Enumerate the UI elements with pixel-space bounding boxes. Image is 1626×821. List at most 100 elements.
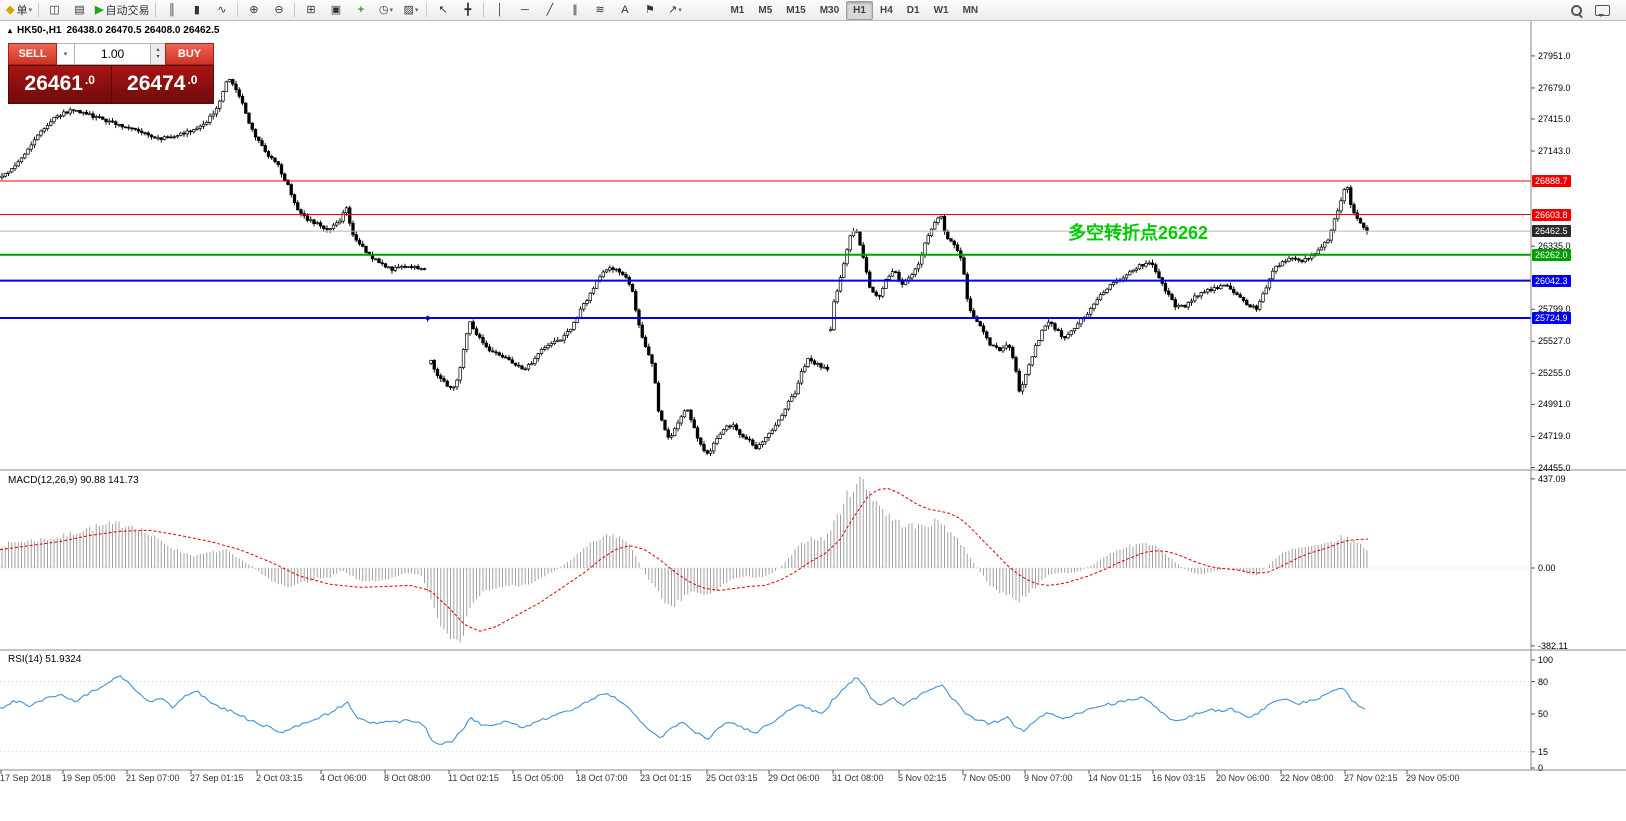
- toolbar-divider: [483, 3, 485, 17]
- toolbar: ◆ 单 ▾ ◫ ▤ ▶ 自动交易 ║ ▮ ∿ ⊕ ⊖ ⊞ ▣ + ◷ ▾ ▨ ▾ ↖ ╋ │ ─ ╱ ∥ ≋ A ⚑ ↗ ▾ M1 M5 M15…: [0, 0, 1626, 21]
- buy-price-frac: .0: [187, 73, 198, 87]
- lot-size-value: 1.00: [100, 47, 125, 61]
- periods-icon: ◷: [378, 3, 389, 16]
- candlestick-chart-button[interactable]: ▮: [184, 0, 209, 20]
- buy-price-value: 26474: [127, 72, 186, 95]
- bar-chart-button[interactable]: ║: [159, 0, 184, 20]
- arrows-button[interactable]: ↗ ▾: [662, 0, 687, 20]
- cursor-icon: ↖: [438, 3, 448, 16]
- chevron-down-icon: ▾: [678, 7, 682, 14]
- trade-panel-controls: SELL ▾ 1.00 ▴ ▾ BUY: [8, 43, 214, 65]
- toolbar-divider: [237, 3, 239, 17]
- trendline-icon: ╱: [546, 3, 554, 16]
- fibonacci-icon: ≋: [595, 3, 605, 16]
- chevron-down-icon: ▾: [414, 7, 419, 14]
- horizontal-line-icon: ─: [521, 3, 529, 16]
- sell-price-frac: .0: [84, 73, 95, 87]
- chevron-down-icon: ▾: [63, 51, 68, 58]
- cursor-button[interactable]: ↖: [430, 0, 455, 20]
- new-order-button[interactable]: ◆ 单 ▾: [3, 0, 35, 20]
- search-icon[interactable]: [1570, 4, 1583, 17]
- one-click-trading-panel: SELL ▾ 1.00 ▴ ▾ BUY 26461.0 26474.0: [8, 43, 214, 104]
- new-chart-icon: ◫: [49, 3, 60, 16]
- channel-button[interactable]: ∥: [562, 0, 587, 20]
- chevron-down-icon: ▾: [28, 7, 32, 14]
- chevron-up-icon: ▴: [156, 47, 160, 54]
- fibonacci-button[interactable]: ≋: [587, 0, 612, 20]
- lot-size-input[interactable]: 1.00: [75, 43, 151, 65]
- new-chart-button[interactable]: ◫: [42, 0, 67, 20]
- timeframe-w1[interactable]: W1: [933, 4, 949, 16]
- templates-button[interactable]: ▨ ▾: [398, 0, 423, 20]
- indicators-icon: +: [357, 3, 365, 16]
- line-chart-icon: ∿: [217, 3, 227, 16]
- chevron-down-icon: ▾: [389, 7, 394, 14]
- auto-trading-icon: ▶: [94, 3, 104, 16]
- timeframe-h4[interactable]: H4: [879, 4, 893, 16]
- toolbar-divider: [426, 3, 428, 17]
- arrows-icon: ↗: [668, 3, 678, 16]
- vertical-line-icon: │: [496, 3, 504, 16]
- arrange-button[interactable]: ▣: [323, 0, 348, 20]
- horizontal-line-button[interactable]: ─: [512, 0, 537, 20]
- crosshair-icon: ╋: [464, 3, 472, 16]
- zoom-in-icon: ⊕: [249, 3, 259, 16]
- chat-icon[interactable]: [1595, 4, 1610, 17]
- auto-trading-button-label: 自动交易: [105, 5, 150, 17]
- periods-button[interactable]: ◷ ▾: [373, 0, 398, 20]
- timeframe-m30[interactable]: M30: [819, 4, 840, 16]
- indicators-button[interactable]: +: [348, 0, 373, 20]
- timeframe-mn[interactable]: MN: [962, 4, 979, 16]
- tile-windows-button[interactable]: ⊞: [298, 0, 323, 20]
- trade-panel-prices: 26461.0 26474.0: [8, 65, 214, 104]
- auto-trading-button[interactable]: ▶ 自动交易: [92, 0, 152, 20]
- zoom-out-button[interactable]: ⊖: [266, 0, 291, 20]
- profiles-icon: ▤: [74, 3, 85, 16]
- trendline-button[interactable]: ╱: [537, 0, 562, 20]
- toolbar-divider: [37, 3, 39, 17]
- chart-header: ▴ HK50-,H1 26438.0 26470.5 26408.0 26462…: [8, 25, 219, 36]
- sell-price-button[interactable]: 26461.0: [8, 65, 112, 104]
- bar-chart-icon: ║: [168, 3, 176, 16]
- timeframe-group: M1 M5 M15 M30 H1 H4 D1 W1 MN: [723, 0, 985, 20]
- chart-symbol-period: HK50-,H1: [17, 25, 62, 36]
- buy-price-button[interactable]: 26474.0: [111, 65, 214, 104]
- buy-button[interactable]: BUY: [165, 43, 214, 65]
- rsi-indicator-label: RSI(14) 51.9324: [8, 654, 82, 665]
- text-button[interactable]: A: [612, 0, 637, 20]
- profiles-button[interactable]: ▤: [67, 0, 92, 20]
- toolbar-right-icons: [1570, 4, 1623, 17]
- candlestick-chart-icon: ▮: [193, 3, 200, 16]
- macd-indicator-label: MACD(12,26,9) 90.88 141.73: [8, 475, 139, 486]
- chart-canvas: [0, 20, 1626, 774]
- crosshair-button[interactable]: ╋: [455, 0, 480, 20]
- vertical-line-button[interactable]: │: [487, 0, 512, 20]
- timeframe-m1[interactable]: M1: [730, 4, 745, 16]
- timeframe-d1[interactable]: D1: [906, 4, 920, 16]
- new-order-button-label: 单: [16, 5, 28, 17]
- chart-marker-icon: ▴: [8, 26, 13, 35]
- text-label-button[interactable]: ⚑: [637, 0, 662, 20]
- arrange-icon: ▣: [330, 3, 342, 16]
- lot-stepper[interactable]: ▴ ▾: [151, 43, 165, 65]
- chart-ohlc-values: 26438.0 26470.5 26408.0 26462.5: [66, 25, 220, 36]
- timeframe-m15[interactable]: M15: [786, 4, 806, 16]
- new-order-icon: ◆: [6, 3, 15, 16]
- zoom-out-icon: ⊖: [274, 3, 284, 16]
- toolbar-divider: [294, 3, 296, 17]
- order-type-dropdown[interactable]: ▾: [57, 43, 75, 65]
- chevron-down-icon: ▾: [156, 54, 160, 60]
- sell-price-value: 26461: [24, 72, 83, 95]
- tile-windows-icon: ⊞: [306, 3, 316, 16]
- channel-icon: ∥: [572, 3, 578, 16]
- sell-button[interactable]: SELL: [8, 43, 57, 65]
- line-chart-button[interactable]: ∿: [209, 0, 234, 20]
- text-label-icon: ⚑: [645, 3, 655, 16]
- timeframe-h1[interactable]: H1: [846, 0, 873, 20]
- chart-annotation-text[interactable]: 多空转折点26262: [1068, 223, 1209, 243]
- zoom-in-button[interactable]: ⊕: [241, 0, 266, 20]
- timeframe-m5[interactable]: M5: [758, 4, 773, 16]
- text-icon: A: [621, 3, 629, 16]
- templates-icon: ▨: [403, 3, 414, 16]
